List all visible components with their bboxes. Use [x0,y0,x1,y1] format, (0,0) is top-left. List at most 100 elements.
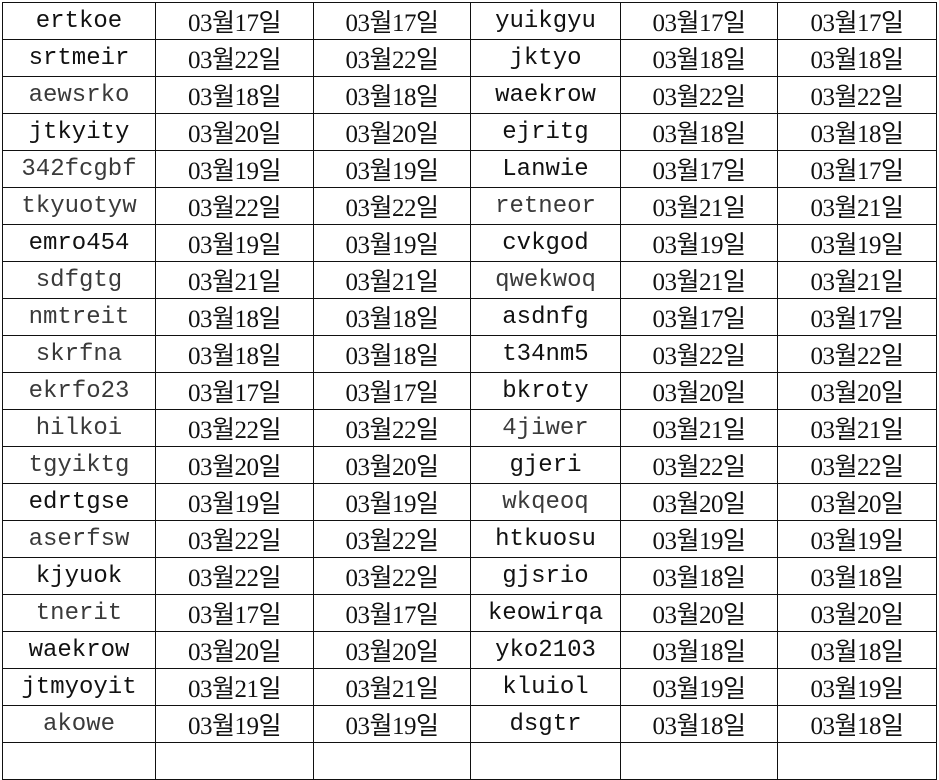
date-cell[interactable]: 03월22일 [313,557,471,595]
date-cell[interactable]: 03월22일 [777,335,937,373]
date-cell[interactable]: 03월19일 [777,520,937,558]
name-cell[interactable]: aewsrko [2,76,156,114]
name-cell[interactable]: akowe [2,705,156,743]
date-cell[interactable]: 03월21일 [620,261,778,299]
name-cell[interactable]: nmtreit [2,298,156,336]
date-cell[interactable]: 03월21일 [155,668,314,706]
date-cell[interactable]: 03월17일 [155,372,314,410]
date-cell[interactable]: 03월19일 [313,150,471,188]
name-cell[interactable]: ekrfo23 [2,372,156,410]
name-cell[interactable]: yko2103 [470,631,621,669]
name-cell[interactable]: waekrow [470,76,621,114]
date-cell[interactable]: 03월19일 [777,668,937,706]
date-cell[interactable]: 03월19일 [155,705,314,743]
date-cell[interactable]: 03월17일 [313,2,471,40]
date-cell[interactable]: 03월21일 [313,668,471,706]
date-cell[interactable]: 03월18일 [777,557,937,595]
date-cell[interactable]: 03월17일 [155,594,314,632]
name-cell[interactable]: kluiol [470,668,621,706]
name-cell[interactable]: keowirqa [470,594,621,632]
empty-cell[interactable] [313,742,471,780]
date-cell[interactable]: 03월21일 [777,409,937,447]
name-cell[interactable]: aserfsw [2,520,156,558]
empty-cell[interactable] [777,742,937,780]
date-cell[interactable]: 03월22일 [313,39,471,77]
date-cell[interactable]: 03월22일 [620,335,778,373]
name-cell[interactable]: jtkyity [2,113,156,151]
date-cell[interactable]: 03월18일 [620,631,778,669]
name-cell[interactable]: sdfgtg [2,261,156,299]
name-cell[interactable]: tkyuotyw [2,187,156,225]
date-cell[interactable]: 03월20일 [777,594,937,632]
date-cell[interactable]: 03월20일 [620,594,778,632]
date-cell[interactable]: 03월19일 [313,483,471,521]
name-cell[interactable]: 4jiwer [470,409,621,447]
date-cell[interactable]: 03월22일 [313,187,471,225]
date-cell[interactable]: 03월18일 [155,76,314,114]
date-cell[interactable]: 03월22일 [620,446,778,484]
date-cell[interactable]: 03월20일 [777,483,937,521]
date-cell[interactable]: 03월21일 [620,409,778,447]
date-cell[interactable]: 03월20일 [777,372,937,410]
date-cell[interactable]: 03월18일 [313,76,471,114]
name-cell[interactable]: gjeri [470,446,621,484]
date-cell[interactable]: 03월18일 [620,39,778,77]
name-cell[interactable]: 342fcgbf [2,150,156,188]
date-cell[interactable]: 03월18일 [620,557,778,595]
date-cell[interactable]: 03월18일 [620,705,778,743]
date-cell[interactable]: 03월17일 [313,594,471,632]
date-cell[interactable]: 03월17일 [620,150,778,188]
date-cell[interactable]: 03월22일 [620,76,778,114]
date-cell[interactable]: 03월21일 [313,261,471,299]
date-cell[interactable]: 03월19일 [620,520,778,558]
date-cell[interactable]: 03월20일 [313,631,471,669]
date-cell[interactable]: 03월20일 [313,446,471,484]
date-cell[interactable]: 03월17일 [155,2,314,40]
date-cell[interactable]: 03월20일 [155,113,314,151]
date-cell[interactable]: 03월20일 [155,446,314,484]
date-cell[interactable]: 03월17일 [620,2,778,40]
date-cell[interactable]: 03월19일 [620,668,778,706]
name-cell[interactable]: tnerit [2,594,156,632]
date-cell[interactable]: 03월17일 [777,150,937,188]
date-cell[interactable]: 03월19일 [313,705,471,743]
date-cell[interactable]: 03월19일 [155,483,314,521]
name-cell[interactable]: qwekwoq [470,261,621,299]
name-cell[interactable]: skrfna [2,335,156,373]
name-cell[interactable]: kjyuok [2,557,156,595]
date-cell[interactable]: 03월21일 [155,261,314,299]
name-cell[interactable]: asdnfg [470,298,621,336]
date-cell[interactable]: 03월22일 [313,409,471,447]
name-cell[interactable]: cvkgod [470,224,621,262]
date-cell[interactable]: 03월22일 [777,76,937,114]
date-cell[interactable]: 03월22일 [155,409,314,447]
date-cell[interactable]: 03월18일 [620,113,778,151]
name-cell[interactable]: wkqeoq [470,483,621,521]
date-cell[interactable]: 03월22일 [777,446,937,484]
date-cell[interactable]: 03월20일 [620,483,778,521]
empty-cell[interactable] [620,742,778,780]
name-cell[interactable]: htkuosu [470,520,621,558]
name-cell[interactable]: ertkoe [2,2,156,40]
date-cell[interactable]: 03월21일 [777,187,937,225]
name-cell[interactable]: dsgtr [470,705,621,743]
date-cell[interactable]: 03월19일 [155,224,314,262]
date-cell[interactable]: 03월18일 [313,298,471,336]
name-cell[interactable]: hilkoi [2,409,156,447]
name-cell[interactable]: waekrow [2,631,156,669]
date-cell[interactable]: 03월18일 [777,39,937,77]
date-cell[interactable]: 03월17일 [620,298,778,336]
name-cell[interactable]: gjsrio [470,557,621,595]
name-cell[interactable]: srtmeir [2,39,156,77]
date-cell[interactable]: 03월20일 [313,113,471,151]
date-cell[interactable]: 03월21일 [620,187,778,225]
name-cell[interactable]: ejritg [470,113,621,151]
date-cell[interactable]: 03월21일 [777,261,937,299]
date-cell[interactable]: 03월18일 [313,335,471,373]
date-cell[interactable]: 03월22일 [313,520,471,558]
date-cell[interactable]: 03월17일 [313,372,471,410]
name-cell[interactable]: emro454 [2,224,156,262]
name-cell[interactable]: edrtgse [2,483,156,521]
date-cell[interactable]: 03월18일 [777,113,937,151]
empty-cell[interactable] [470,742,621,780]
